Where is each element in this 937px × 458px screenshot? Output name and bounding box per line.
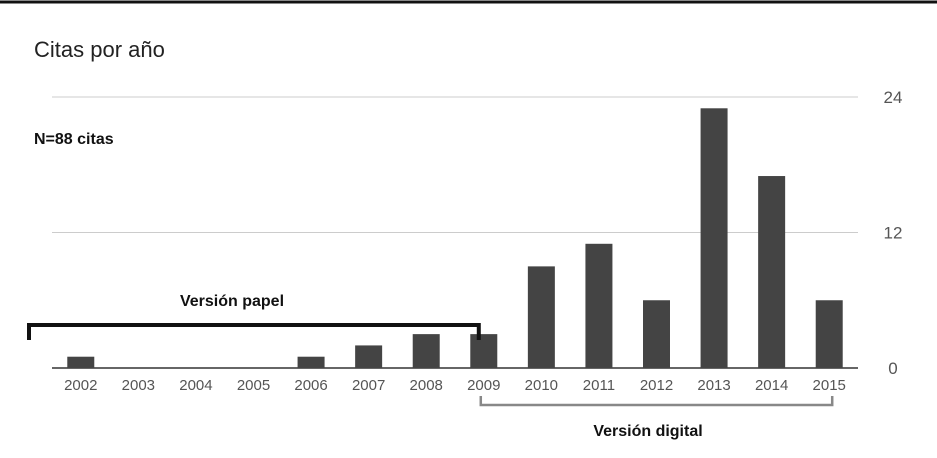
x-tick-label: 2014	[755, 377, 788, 394]
x-tick-label: 2007	[352, 377, 385, 394]
bar-2015	[815, 300, 843, 368]
paper-version-label: Versión papel	[180, 293, 284, 310]
bar-2013	[700, 108, 728, 369]
x-tick-label: 2003	[122, 377, 155, 394]
x-tick-label: 2012	[640, 377, 673, 394]
y-tick-label: 0	[888, 359, 897, 378]
bar-2012	[643, 300, 670, 368]
x-tick-label: 2006	[294, 377, 327, 394]
x-tick-label: 2005	[237, 377, 270, 394]
bar-2010	[527, 266, 555, 368]
x-tick-label: 2013	[697, 377, 730, 394]
x-tick-label: 2010	[525, 377, 558, 394]
digital-version-bracket	[479, 396, 834, 407]
bar-2014	[758, 176, 786, 368]
digital-version-label: Versión digital	[593, 423, 702, 440]
x-tick-label: 2002	[64, 377, 97, 394]
bar-2006	[297, 356, 325, 368]
bar-2008	[412, 334, 440, 368]
paper-version-bracket	[27, 323, 481, 340]
y-tick-label: 12	[884, 224, 903, 243]
chart-title: Citas por año	[34, 37, 165, 62]
bar-2009	[470, 334, 498, 368]
x-tick-label: 2008	[410, 377, 443, 394]
x-tick-label: 2004	[179, 377, 212, 394]
bar-2002	[67, 356, 95, 368]
x-tick-label: 2011	[583, 377, 615, 394]
x-tick-label: 2009	[467, 377, 500, 394]
citation-count-label: N=88 citas	[34, 131, 114, 148]
bar-2011	[585, 243, 613, 368]
x-tick-label: 2015	[813, 377, 846, 394]
y-tick-label: 24	[884, 88, 903, 107]
bar-2007	[355, 345, 383, 368]
